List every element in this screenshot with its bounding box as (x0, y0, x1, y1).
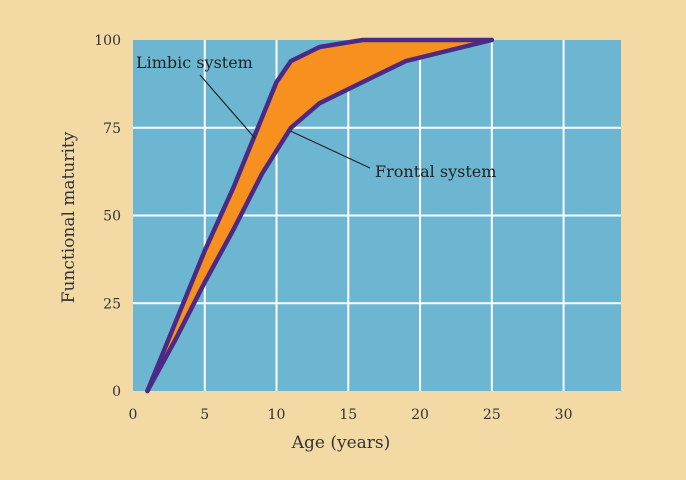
annotation-frontal-system: Frontal system (375, 162, 496, 181)
y-tick-labels: 0 25 50 75 100 (94, 33, 121, 400)
y-tick-100: 100 (94, 33, 121, 49)
x-tick-5: 5 (200, 407, 209, 423)
x-tick-10: 10 (268, 407, 286, 423)
x-tick-15: 15 (339, 407, 357, 423)
annotation-limbic-system: Limbic system (136, 53, 253, 72)
annotation-leader-limbic (199, 74, 256, 139)
y-tick-75: 75 (103, 121, 121, 137)
series-line-frontal-system (145, 37, 495, 394)
x-tick-25: 25 (483, 407, 501, 423)
x-tick-labels: 0 5 10 15 20 25 30 (129, 407, 573, 423)
x-tick-0: 0 (129, 407, 138, 423)
x-axis-label: Age (years) (291, 433, 391, 453)
gridlines (133, 40, 621, 391)
y-axis-label: Functional maturity (59, 131, 79, 303)
annotation-leader-frontal (290, 130, 371, 169)
y-tick-50: 50 (103, 209, 121, 225)
x-tick-20: 20 (411, 407, 429, 423)
y-tick-25: 25 (103, 296, 121, 312)
x-tick-30: 30 (555, 407, 573, 423)
series-line-limbic-system (145, 37, 495, 394)
y-tick-0: 0 (112, 384, 121, 400)
